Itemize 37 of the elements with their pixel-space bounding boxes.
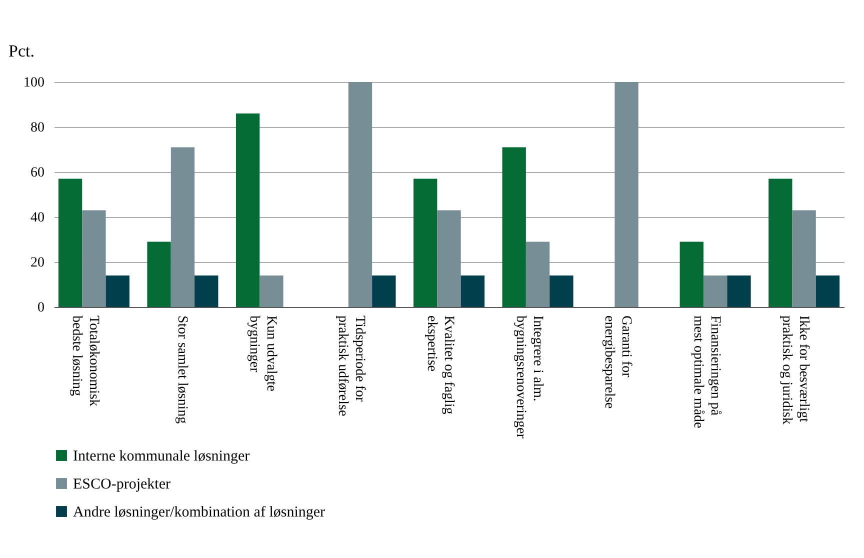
x-tick-label: Totaløkonomisk bedste løsning (68, 316, 101, 406)
bar (460, 276, 485, 307)
y-tick-label: 20 (30, 256, 44, 270)
bar (58, 178, 82, 307)
bar (550, 276, 574, 307)
bar (236, 114, 260, 307)
bar (727, 276, 751, 307)
bar (437, 210, 461, 307)
bar (768, 178, 792, 307)
bar (372, 276, 396, 307)
y-tick-label: 40 (30, 210, 44, 226)
bar (816, 276, 840, 307)
bar (260, 276, 284, 307)
bar (413, 178, 438, 307)
legend-label: ESCO-projekter (73, 476, 170, 492)
bar (194, 276, 218, 307)
bar (680, 242, 704, 307)
bar (502, 147, 526, 307)
legend-label: Interne kommunale løsninger (73, 448, 250, 464)
bar (82, 210, 106, 307)
y-tick-label: 100 (24, 76, 44, 90)
legend-label: Andre løsninger/kombination af løsninger (73, 504, 326, 520)
x-tick-label: Kvalitet og faglig ekspertise (424, 316, 456, 414)
y-axis-title: Pct. (8, 42, 34, 60)
bar (348, 82, 372, 307)
bar (526, 242, 550, 307)
bar (170, 147, 195, 307)
bar (703, 276, 728, 307)
bar (614, 82, 638, 307)
bar (106, 276, 130, 307)
y-tick-label: 80 (30, 120, 44, 136)
y-tick-label: 0 (38, 300, 44, 316)
y-tick-label: 60 (30, 166, 44, 180)
x-tick-label: Stor samlet løsning (174, 316, 190, 424)
x-tick-label: Kun udvalgte bygninger (246, 316, 278, 392)
bar (147, 242, 171, 307)
bar (792, 210, 816, 307)
